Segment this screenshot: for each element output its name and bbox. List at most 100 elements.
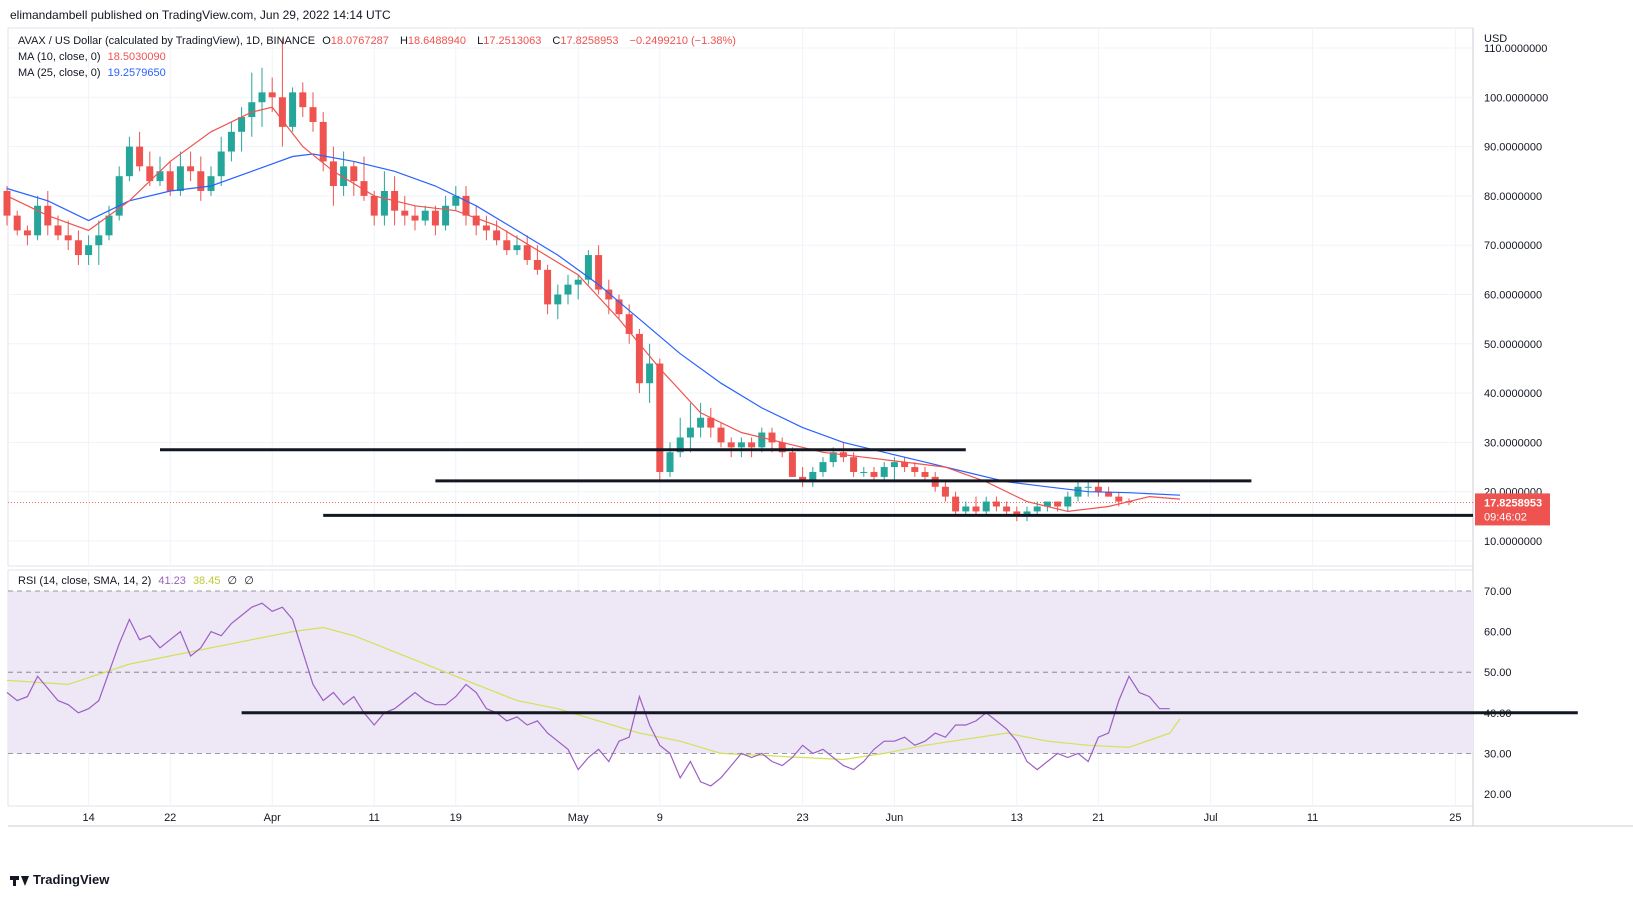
candle-body bbox=[187, 166, 195, 172]
candle-body bbox=[1105, 491, 1113, 497]
candle-body bbox=[136, 146, 144, 167]
x-tick-label: 11 bbox=[1307, 812, 1318, 824]
candle-body bbox=[635, 333, 643, 384]
rsi-sma-line bbox=[6, 626, 1181, 761]
change-value: −0.2499210 (−1.38%) bbox=[629, 35, 736, 47]
candle-body bbox=[1074, 486, 1082, 497]
candle-body bbox=[788, 452, 796, 477]
candle-body bbox=[758, 432, 766, 448]
high-value: 18.6488940 bbox=[407, 35, 467, 47]
rsi-label: RSI (14, close, SMA, 14, 2) bbox=[18, 575, 152, 587]
rsi-legend: RSI (14, close, SMA, 14, 2) 41.23 38.45 … bbox=[18, 574, 258, 587]
ma10-value: 18.5030090 bbox=[107, 51, 166, 63]
candle-body bbox=[1003, 506, 1011, 512]
candle-body bbox=[564, 284, 572, 295]
candle-body bbox=[197, 171, 205, 191]
y-tick-label: 50.0000000 bbox=[1484, 339, 1542, 351]
candle-body bbox=[890, 462, 898, 468]
candle-body bbox=[421, 210, 429, 221]
candle-body bbox=[217, 151, 225, 177]
candle-body bbox=[268, 92, 276, 98]
candle-body bbox=[1084, 486, 1092, 488]
candle-body bbox=[329, 161, 337, 187]
ma10-legend: MA (10, close, 0) 18.5030090 bbox=[18, 51, 170, 63]
candle-body bbox=[493, 230, 501, 241]
symbol-title: AVAX / US Dollar (calculated by TradingV… bbox=[18, 35, 316, 47]
candle-body bbox=[166, 171, 174, 191]
candle-body bbox=[768, 432, 776, 443]
rsi-value: 41.23 bbox=[158, 575, 186, 587]
candle-body bbox=[431, 210, 439, 226]
symbol-legend: AVAX / US Dollar (calculated by TradingV… bbox=[18, 35, 740, 47]
candle-body bbox=[309, 107, 317, 122]
currency-label: USD bbox=[1484, 33, 1507, 45]
candle-body bbox=[350, 166, 358, 182]
candle-body bbox=[666, 452, 674, 472]
candle-body bbox=[472, 215, 480, 226]
candle-body bbox=[870, 471, 878, 477]
candle-body bbox=[523, 245, 531, 260]
candle-body bbox=[544, 269, 552, 305]
candle-body bbox=[452, 195, 460, 206]
low-value: 17.2513063 bbox=[483, 35, 542, 47]
candle-body bbox=[748, 442, 756, 448]
candle-body bbox=[207, 176, 215, 191]
close-value: 17.8258953 bbox=[560, 35, 619, 47]
open-value: 18.0767287 bbox=[330, 35, 389, 47]
candle-body bbox=[554, 294, 562, 305]
candle-body bbox=[360, 181, 368, 196]
candle-body bbox=[105, 215, 113, 236]
candle-body bbox=[901, 462, 909, 468]
x-tick-label: Jun bbox=[886, 812, 904, 824]
y-tick-label: 40.0000000 bbox=[1484, 388, 1542, 400]
candle-body bbox=[809, 471, 817, 482]
x-tick-label: 9 bbox=[657, 812, 663, 824]
candle-body bbox=[584, 255, 592, 280]
candle-body bbox=[289, 92, 297, 127]
candle-body bbox=[74, 240, 82, 256]
candle-body bbox=[727, 442, 735, 448]
candle-body bbox=[370, 195, 378, 216]
candle-body bbox=[533, 259, 541, 270]
candle-body bbox=[401, 210, 409, 216]
y-tick-label: 80.0000000 bbox=[1484, 191, 1542, 203]
candle-body bbox=[3, 190, 11, 216]
candle-body bbox=[23, 230, 31, 236]
rsi-y-tick-label: 60.00 bbox=[1484, 627, 1512, 639]
x-tick-label: Apr bbox=[264, 812, 281, 824]
candle-body bbox=[992, 501, 1000, 507]
rsi-sma-value: 38.45 bbox=[192, 575, 221, 587]
candle-body bbox=[513, 245, 521, 251]
y-tick-label: 90.0000000 bbox=[1484, 142, 1542, 154]
x-tick-label: 23 bbox=[796, 812, 808, 824]
countdown-value: 09:46:02 bbox=[1484, 511, 1527, 523]
close-label: C bbox=[552, 35, 561, 47]
candle-body bbox=[125, 146, 133, 177]
candle-body bbox=[850, 457, 858, 472]
candle-body bbox=[737, 442, 745, 448]
tradingview-logo[interactable]: TradingView bbox=[10, 872, 109, 887]
y-tick-label: 100.0000000 bbox=[1484, 92, 1548, 104]
candle-body bbox=[462, 195, 470, 216]
x-tick-label: Jul bbox=[1204, 812, 1218, 824]
candle-body bbox=[146, 166, 154, 182]
x-tick-label: May bbox=[568, 812, 589, 824]
rsi-y-tick-label: 20.00 bbox=[1484, 789, 1512, 801]
candle-body bbox=[1033, 506, 1041, 512]
candle-body bbox=[278, 97, 286, 127]
candle-body bbox=[615, 299, 623, 315]
x-tick-label: 21 bbox=[1092, 812, 1104, 824]
candle-body bbox=[921, 471, 929, 477]
candle-body bbox=[707, 417, 715, 428]
last-price-badge bbox=[1475, 493, 1550, 526]
candle-body bbox=[176, 166, 184, 191]
x-tick-label: 19 bbox=[450, 812, 462, 824]
candle-body bbox=[819, 462, 827, 472]
candle-body bbox=[1094, 486, 1102, 492]
candle-body bbox=[697, 417, 705, 428]
candle-body bbox=[686, 427, 694, 438]
price-pane-border bbox=[7, 27, 1474, 567]
x-tick-label: 22 bbox=[164, 812, 176, 824]
candle-body bbox=[258, 92, 266, 103]
